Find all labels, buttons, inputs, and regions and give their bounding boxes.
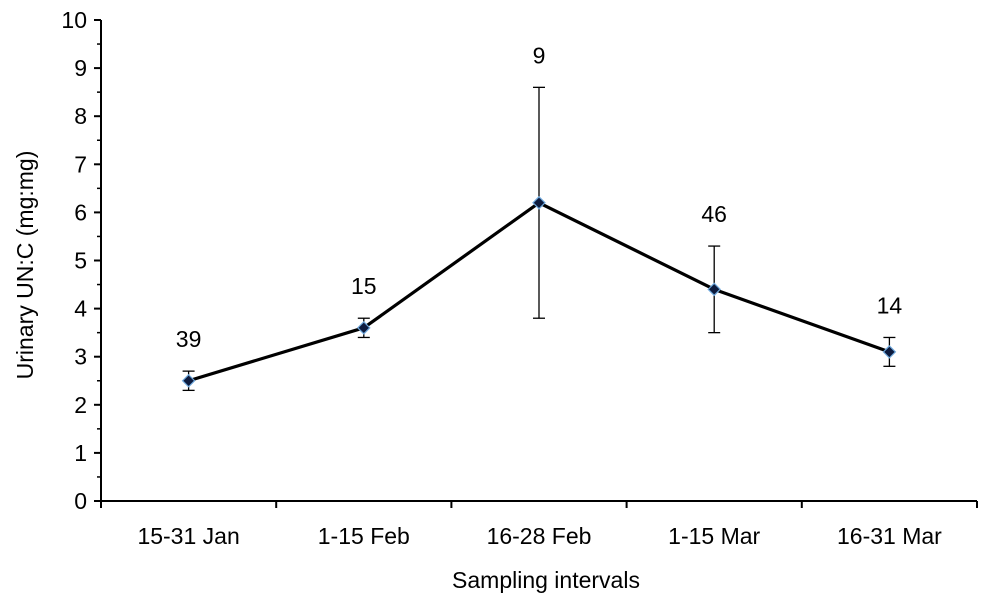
data-point bbox=[181, 373, 196, 388]
y-tick-label: 7 bbox=[74, 151, 87, 177]
data-point bbox=[707, 282, 722, 297]
sample-size-label: 46 bbox=[701, 201, 727, 227]
y-tick-label: 5 bbox=[74, 248, 87, 274]
error-bars bbox=[182, 86, 896, 392]
ticks: 0 1 2 3 4 5 6 7 8 9 10 15-31 Jan 1-15 Feb 16-28 Feb 1-… bbox=[61, 7, 978, 549]
data-points bbox=[181, 195, 897, 388]
y-tick-label: 9 bbox=[74, 55, 87, 81]
y-tick-label: 6 bbox=[74, 199, 87, 225]
x-tick-label: 16-31 Mar bbox=[837, 523, 942, 549]
data-point bbox=[882, 345, 897, 359]
y-tick-label: 0 bbox=[74, 488, 87, 514]
x-tick-label: 1-15 Feb bbox=[318, 523, 410, 549]
y-tick-label: 2 bbox=[74, 392, 87, 418]
sample-size-label: 39 bbox=[176, 326, 202, 352]
x-axis-title: Sampling intervals bbox=[452, 567, 640, 593]
x-tick-label: 15-31 Jan bbox=[137, 523, 239, 549]
sample-size-label: 14 bbox=[877, 292, 903, 318]
sample-size-label: 9 bbox=[533, 42, 546, 68]
y-tick-label: 10 bbox=[61, 7, 87, 33]
data-point bbox=[356, 320, 371, 335]
sample-size-label: 15 bbox=[351, 273, 377, 299]
y-tick-label: 4 bbox=[74, 296, 87, 322]
y-tick-label: 3 bbox=[74, 344, 87, 370]
y-tick-label: 8 bbox=[74, 103, 87, 129]
y-tick-label: 1 bbox=[74, 440, 87, 466]
data-point bbox=[532, 195, 546, 210]
x-tick-label: 16-28 Feb bbox=[487, 523, 592, 549]
x-tick-label: 1-15 Mar bbox=[668, 523, 760, 549]
y-axis-title: Urinary UN:C (mg:mg) bbox=[12, 151, 38, 380]
sample-size-labels: 39 15 9 46 14 bbox=[176, 42, 903, 352]
